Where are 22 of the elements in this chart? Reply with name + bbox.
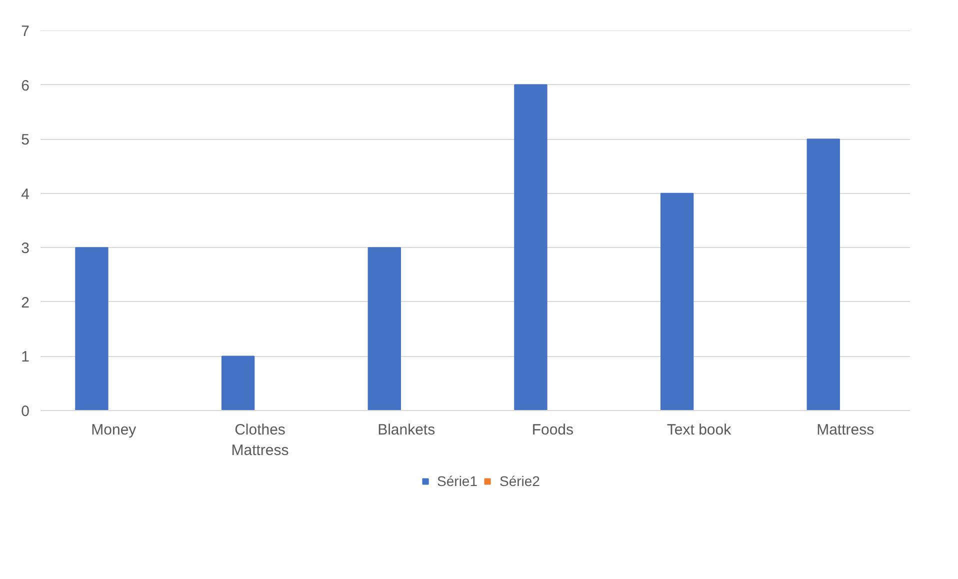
x-tick-label: Text book (666, 422, 732, 438)
bar (660, 192, 694, 410)
x-tick-label: Clothes Mattress (231, 422, 289, 459)
y-tick-label: 5 (21, 132, 30, 149)
bar (75, 247, 108, 410)
y-tick-label: 6 (21, 77, 30, 94)
x-tick-label: Foods (532, 422, 574, 438)
y-tick-label: 3 (21, 240, 30, 258)
y-tick-label: 4 (21, 186, 30, 203)
x-tick-label: Mattress (816, 422, 874, 438)
y-tick-label: 1 (21, 348, 30, 366)
legend-label: Série1 (437, 473, 478, 489)
bar (806, 138, 840, 410)
y-tick-label: 7 (21, 23, 30, 40)
y-tick-label: 0 (21, 403, 30, 420)
bar (221, 356, 255, 410)
bar (514, 84, 548, 410)
bar (368, 247, 401, 410)
x-tick-label: Money (91, 422, 137, 438)
legend-label: Série2 (500, 473, 540, 489)
y-tick-label: 2 (21, 294, 30, 312)
x-tick-label: Blankets (378, 422, 436, 438)
